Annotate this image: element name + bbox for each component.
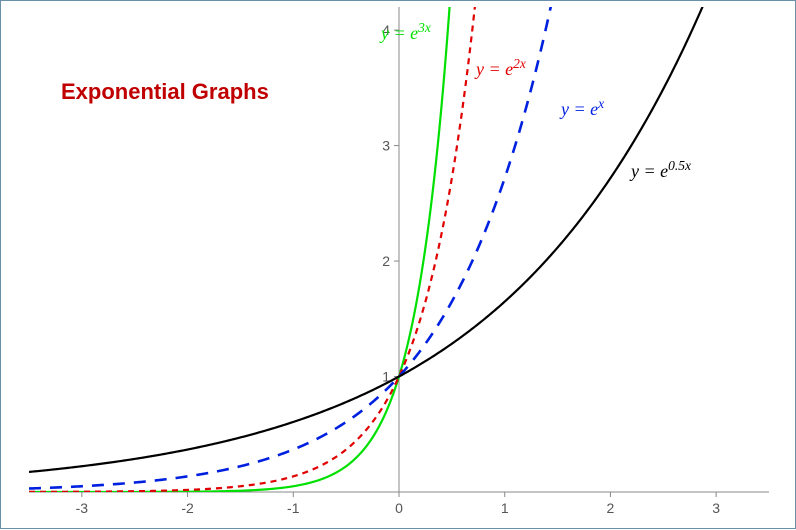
chart-container: -3-2-101231234 Exponential Graphs y = e3… [0, 0, 796, 529]
curve-label-e05x: y = e0.5x [631, 161, 691, 182]
x-tick-label: -1 [287, 500, 300, 516]
curve-label-ex: y = ex [561, 99, 604, 120]
x-tick-label: 1 [501, 500, 509, 516]
x-tick-label: -2 [181, 500, 194, 516]
chart-title: Exponential Graphs [61, 79, 269, 105]
curve-label-e3x: y = e3x [381, 23, 431, 44]
x-tick-label: 3 [712, 500, 720, 516]
x-tick-label: 0 [395, 500, 403, 516]
x-tick-label: 2 [607, 500, 615, 516]
y-tick-label: 2 [382, 253, 390, 269]
x-tick-label: -3 [76, 500, 89, 516]
curve-label-e2x: y = e2x [476, 59, 526, 80]
y-tick-label: 3 [382, 137, 390, 153]
